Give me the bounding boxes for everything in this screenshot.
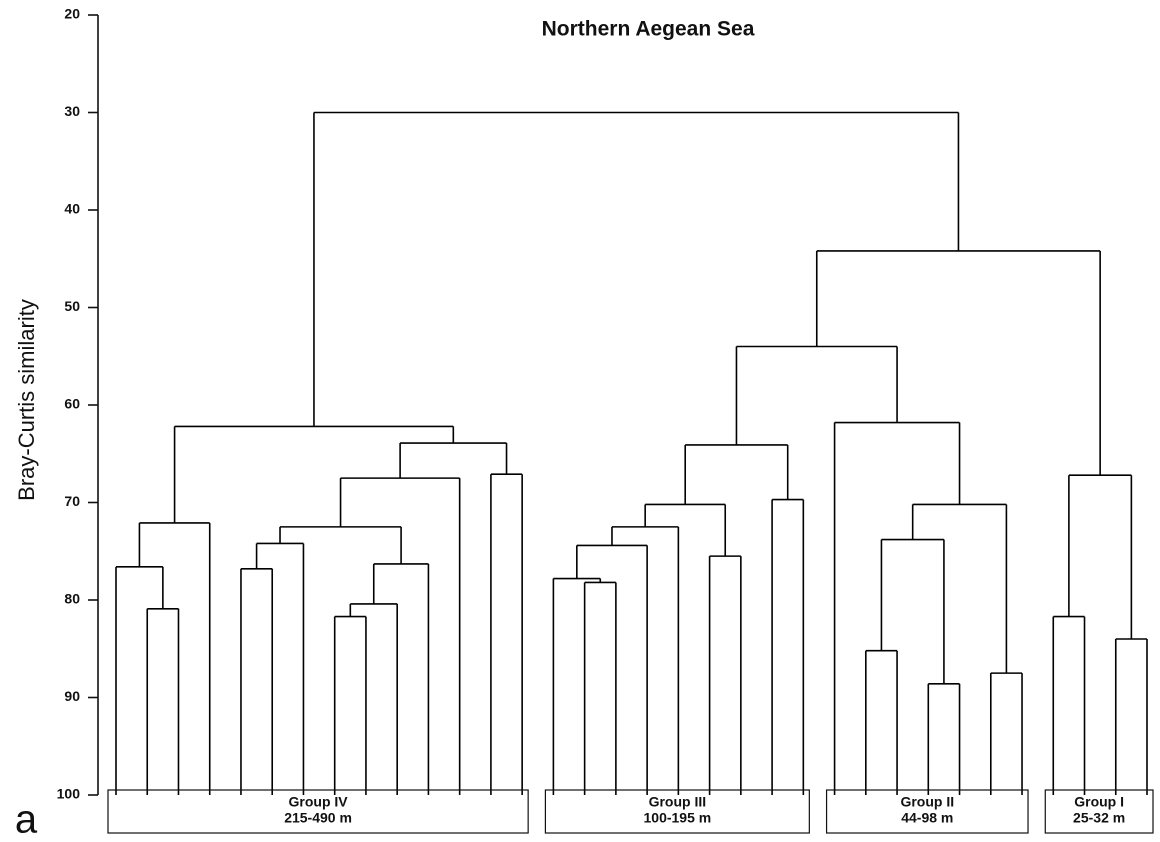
y-tick-label: 20 <box>64 6 80 22</box>
y-tick-label: 50 <box>64 298 80 314</box>
y-tick-label: 60 <box>64 396 80 412</box>
group-box <box>544 789 810 834</box>
group-label: Group I <box>1074 794 1124 810</box>
group-box <box>107 789 529 834</box>
y-tick-label: 30 <box>64 103 80 119</box>
group-range: 100-195 m <box>644 810 712 826</box>
y-tick-label: 100 <box>57 786 81 802</box>
group-range: 44-98 m <box>901 810 953 826</box>
group-label: Group II <box>900 794 954 810</box>
chart-title: Northern Aegean Sea <box>542 18 755 41</box>
group-box <box>825 789 1029 834</box>
y-tick-label: 70 <box>64 493 80 509</box>
y-tick-label: 40 <box>64 201 80 217</box>
y-axis-label: Bray-Curtis similarity <box>14 299 39 501</box>
group-label: Group IV <box>289 794 349 810</box>
group-box <box>1044 789 1154 834</box>
panel-label: a <box>15 798 38 842</box>
y-tick-label: 80 <box>64 591 80 607</box>
group-range: 25-32 m <box>1073 810 1125 826</box>
group-label: Group III <box>649 794 707 810</box>
group-range: 215-490 m <box>284 810 352 826</box>
y-tick-label: 90 <box>64 688 80 704</box>
